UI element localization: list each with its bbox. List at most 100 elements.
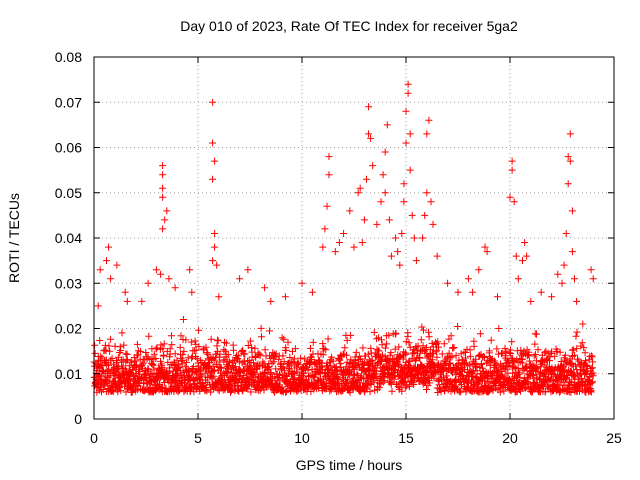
data-point (494, 293, 501, 301)
data-point (213, 261, 221, 269)
data-point (551, 352, 559, 360)
data-point (370, 328, 378, 336)
data-point (365, 103, 373, 111)
data-point (190, 363, 197, 371)
data-point (166, 345, 174, 353)
data-point (106, 347, 114, 355)
data-point (483, 248, 491, 256)
data-point (192, 346, 200, 354)
data-point (506, 193, 514, 201)
data-point (588, 370, 596, 378)
data-point (103, 257, 110, 265)
data-point (288, 359, 296, 367)
data-point (402, 350, 410, 358)
data-point (209, 175, 217, 183)
data-point (583, 362, 591, 370)
data-point (392, 234, 400, 242)
data-point (159, 193, 167, 201)
data-point (360, 375, 368, 383)
data-point (160, 340, 168, 348)
data-point (507, 350, 515, 357)
data-point (398, 387, 406, 395)
data-point (445, 349, 453, 357)
data-point (456, 388, 464, 396)
data-point (137, 348, 145, 356)
data-point (553, 347, 561, 355)
data-point (502, 348, 510, 356)
data-point (533, 364, 541, 372)
data-point (101, 346, 109, 354)
data-point (400, 180, 408, 188)
axis-ticks: 0 0.01 0.02 0.03 0.04 0.05 0.06 0.07 0.08 0 5 10 15 2… (55, 49, 622, 446)
data-point (461, 366, 468, 373)
data-point (265, 363, 273, 371)
data-point (561, 351, 569, 359)
data-point (446, 354, 454, 362)
data-point (215, 293, 223, 301)
data-point (464, 275, 472, 283)
data-point (493, 345, 501, 353)
data-point (214, 336, 221, 344)
data-point (469, 288, 477, 296)
data-point (337, 360, 345, 368)
data-point (383, 340, 391, 348)
data-point (400, 198, 408, 206)
data-point (94, 302, 102, 310)
data-point (282, 346, 290, 354)
data-point (357, 373, 365, 381)
x-tick-label: 15 (398, 430, 414, 446)
data-point (508, 338, 516, 346)
data-point (438, 350, 446, 358)
data-point (497, 371, 505, 379)
data-point (356, 379, 364, 387)
data-point (359, 361, 367, 369)
data-point (452, 375, 459, 383)
data-point (433, 346, 441, 354)
data-point (192, 385, 200, 393)
y-axis-title: ROTI / TECUs (6, 193, 22, 283)
data-point (426, 346, 434, 354)
data-point (514, 275, 522, 283)
data-point (417, 336, 425, 344)
data-point (350, 243, 358, 251)
data-point (420, 326, 427, 334)
data-point (221, 379, 229, 386)
data-point (251, 344, 259, 352)
data-point (515, 370, 523, 378)
data-point (367, 380, 375, 388)
data-point (385, 331, 393, 339)
data-point (415, 378, 423, 385)
data-point (524, 380, 532, 388)
data-point (581, 349, 589, 357)
data-point (572, 332, 580, 340)
data-point (519, 257, 526, 265)
data-point (150, 350, 158, 358)
data-point (261, 284, 269, 292)
data-point (501, 344, 509, 352)
data-point (323, 202, 331, 210)
data-point (208, 355, 216, 363)
data-point (320, 345, 328, 353)
data-point (329, 357, 337, 365)
data-point (359, 344, 367, 352)
data-point (182, 358, 190, 366)
data-point (410, 234, 418, 242)
data-point (260, 386, 268, 394)
data-point (224, 351, 232, 359)
data-point (319, 243, 327, 251)
data-point (390, 375, 398, 383)
data-point (496, 388, 504, 396)
data-point (531, 340, 539, 348)
data-point (440, 340, 448, 348)
data-point (398, 230, 406, 237)
data-point (244, 385, 252, 393)
data-point (488, 356, 496, 364)
data-point (116, 383, 123, 391)
data-point (354, 189, 362, 197)
data-point (211, 230, 219, 237)
data-point (450, 344, 458, 351)
data-point (258, 333, 265, 341)
data-point (377, 198, 385, 206)
y-tick-label: 0.04 (55, 230, 82, 246)
